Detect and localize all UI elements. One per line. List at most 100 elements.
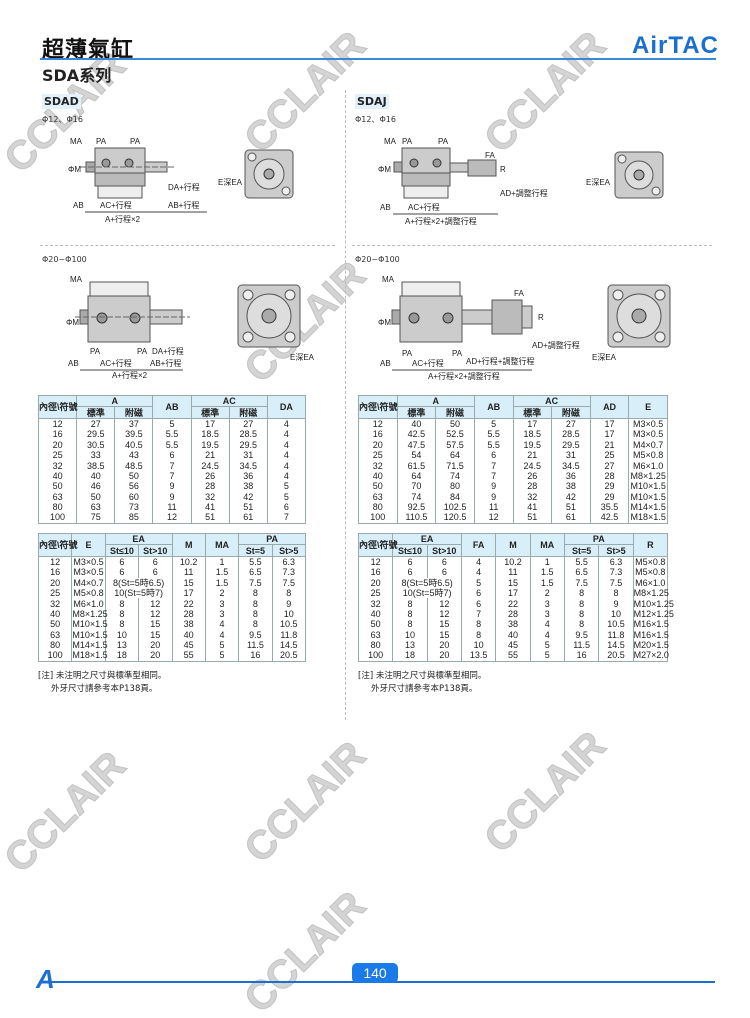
table-cell: 20	[426, 639, 462, 651]
table-cell: 11.8	[271, 629, 307, 640]
table-cell: 28.5	[551, 429, 591, 440]
table-cell: 4	[266, 449, 307, 461]
svg-text:ΦM: ΦM	[66, 318, 79, 327]
table-cell: 8	[563, 587, 600, 599]
table-cell: 7.3	[271, 567, 307, 578]
table-row: 16 42.5 52.5 5.5 18.5 28.5 17 M3×0.5	[358, 429, 668, 440]
table-cell: 1.5	[529, 567, 565, 578]
table-cell: 15	[171, 577, 206, 588]
table-cell: 內徑\符號	[357, 533, 398, 557]
svg-text:MA: MA	[384, 137, 397, 146]
table-cell: 12	[37, 556, 73, 568]
table-cell: 13	[104, 639, 140, 651]
table-cell: 12	[358, 418, 398, 430]
table-cell: 11.5	[563, 639, 600, 651]
table-cell: 8	[392, 608, 428, 620]
table-cell: 標準	[396, 406, 437, 419]
table-cell: 38	[495, 619, 531, 630]
table-cell: 8(St=5時6.5)	[392, 577, 462, 588]
table-cell: 85	[114, 512, 154, 524]
table-cell: 61.5	[396, 460, 437, 471]
table-cell: 27	[589, 460, 630, 471]
table-cell: 6	[104, 556, 140, 568]
table-cell: 6	[473, 449, 514, 461]
table-row: 50 46 56 9 28 38 5	[37, 481, 307, 492]
table-cell: St≤10	[392, 544, 428, 557]
table-row: 100 18 20 13.5 55 5 16 20.5 M27×2.0	[357, 650, 669, 662]
svg-text:PA: PA	[137, 347, 148, 356]
table-cell: 5.5	[238, 556, 273, 568]
table-row: 40 40 50 7 26 36 4	[37, 470, 307, 482]
footer-logo: A	[36, 964, 55, 994]
table-cell: 92.5	[396, 501, 437, 513]
table-cell: 6	[426, 556, 462, 568]
table-cell: M20×1.5	[632, 639, 669, 651]
table-cell: 20	[138, 650, 173, 662]
table-cell: 10.2	[171, 556, 206, 568]
table-cell: 26	[512, 470, 553, 482]
table-cell: 5	[266, 491, 307, 502]
table-cell: 38.5	[76, 460, 116, 471]
table-cell: 29	[589, 491, 630, 502]
table-cell: 9	[152, 481, 192, 492]
table-cell: M14×1.5	[628, 501, 668, 513]
table-cell: M3×0.5	[628, 429, 668, 440]
table-cell: 7	[152, 460, 192, 471]
table-cell: 29	[589, 481, 630, 492]
table-cell: 26	[190, 470, 230, 482]
table-cell: 12	[426, 608, 462, 620]
svg-text:DA+行程: DA+行程	[152, 346, 184, 356]
table-cell: 20	[37, 439, 78, 450]
table-cell: 4	[460, 556, 497, 568]
sdaj-dimension-table-1: 內徑\符號 A AB AC AD E 標準 附磁 標準 附磁 12 40 50 5 17 27 17 M3×0.5…	[358, 394, 668, 524]
table-cell: 5	[529, 650, 565, 662]
table-cell: 4	[460, 567, 497, 578]
table-cell: 4	[204, 629, 240, 640]
table-cell: 6	[138, 556, 173, 568]
table-cell: 附磁	[435, 406, 475, 419]
table-cell: 55	[495, 650, 531, 662]
table-cell: 18	[104, 650, 140, 662]
table-cell: 40	[76, 470, 116, 482]
table-cell: M12×1.25	[632, 608, 674, 620]
svg-text:AC+行程: AC+行程	[412, 358, 444, 368]
table-cell: 42.5	[589, 512, 630, 524]
table-cell: 28.5	[228, 429, 268, 440]
table-cell: 4	[529, 619, 565, 630]
table-cell: 32	[37, 598, 73, 609]
table-cell: St>10	[426, 544, 462, 557]
table-cell: 10(St=5時7)	[104, 587, 173, 599]
table-cell: 4	[204, 619, 240, 630]
table-cell: 21	[190, 449, 230, 461]
sdaj-tag: SDAJ	[355, 94, 389, 109]
svg-text:PA: PA	[452, 349, 463, 358]
table-cell: FA	[460, 533, 497, 557]
table-cell: 10	[460, 639, 497, 651]
table-cell: 57.5	[435, 439, 475, 450]
table-cell: 12	[357, 556, 394, 568]
table-row: 63 50 60 9 32 42 5	[37, 491, 307, 502]
svg-text:AC+行程: AC+行程	[408, 202, 440, 212]
table-cell: 15	[495, 577, 531, 588]
table-cell: 10(St=5時7)	[392, 587, 462, 599]
table-cell: AB	[473, 395, 514, 419]
header-row: 內徑\符號 A AB AC AD E	[358, 394, 668, 419]
table-cell: 37	[114, 418, 154, 430]
sdaj-notes: [注] 未注明之尺寸與標準型相同。 外牙尺寸請參考本P138頁。	[358, 670, 486, 696]
sdad-dimension-table-1: 內徑\符號 A AB AC DA 標準 附磁 標準 附磁 12 27 37 5 17 27 4 16 29.5 39…	[37, 394, 307, 524]
table-cell: 7.5	[563, 577, 600, 588]
svg-text:MA: MA	[70, 137, 83, 146]
table-cell: 32	[357, 598, 394, 609]
table-row: 32 8 12 6 22 3 8 9 M10×1.25	[357, 598, 674, 609]
svg-text:E深EA: E深EA	[290, 353, 315, 362]
table-cell: 6.5	[238, 567, 273, 578]
table-cell: M8×1.25	[628, 470, 668, 482]
table-cell: 11.5	[238, 639, 273, 651]
table-cell: 75	[76, 512, 116, 524]
table-cell: 10.2	[495, 556, 531, 568]
series-title: SDA系列	[42, 66, 112, 85]
table-cell: 8	[392, 598, 428, 609]
table-cell: 80	[358, 501, 398, 513]
table-cell: 9.5	[563, 629, 600, 640]
table-cell: 50	[114, 470, 154, 482]
